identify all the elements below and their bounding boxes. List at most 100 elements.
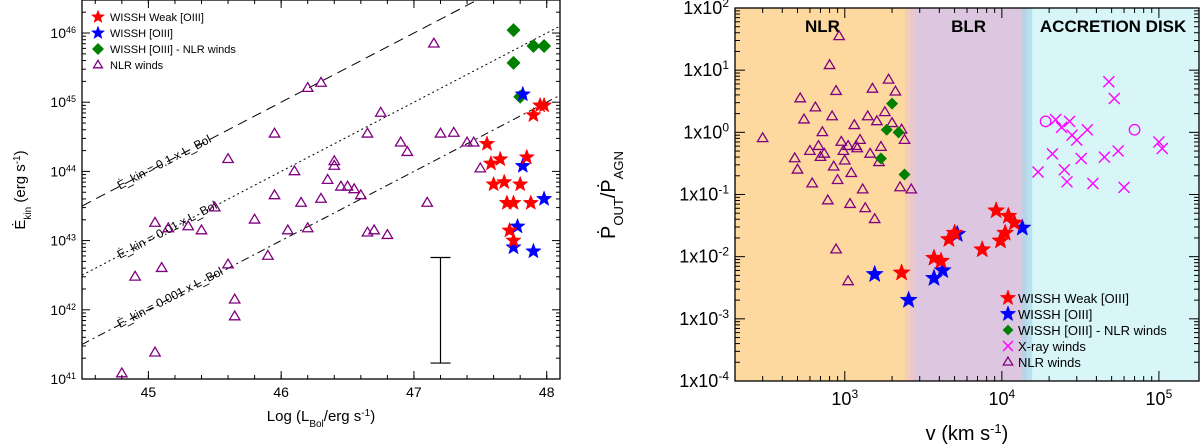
y-tick-label: 1042 <box>50 302 76 318</box>
data-point <box>228 309 242 321</box>
data-point <box>904 182 918 194</box>
data-point <box>288 164 301 176</box>
data-point <box>1063 115 1076 128</box>
data-point <box>756 131 770 143</box>
data-point <box>856 182 870 194</box>
data-point <box>892 263 911 281</box>
x-tick-label: 104 <box>988 387 1015 409</box>
legend-marker <box>92 43 104 55</box>
legend-label: WISSH Weak [OIII] <box>110 12 204 24</box>
data-point <box>327 154 341 166</box>
data-point <box>195 223 208 235</box>
data-point <box>294 196 308 207</box>
data-point <box>1128 123 1141 136</box>
data-point <box>829 84 843 96</box>
data-point <box>505 194 522 210</box>
data-point <box>434 126 447 138</box>
data-point <box>831 173 844 185</box>
data-point <box>514 157 532 173</box>
data-point <box>829 242 843 254</box>
data-point <box>986 200 1006 219</box>
data-point <box>473 161 487 173</box>
data-point <box>874 152 887 165</box>
left-axis-frame <box>81 0 561 380</box>
data-point <box>841 139 855 151</box>
data-point <box>505 231 522 248</box>
data-point <box>522 194 540 210</box>
data-point <box>1112 145 1125 158</box>
data-point <box>1046 147 1059 160</box>
region-boundary <box>904 8 915 381</box>
data-point <box>809 100 822 112</box>
legend-label: WISSH Weak [OIII] <box>1018 291 1129 306</box>
data-point <box>814 150 827 162</box>
data-point <box>1075 152 1088 165</box>
data-point <box>506 55 521 70</box>
data-point <box>870 114 884 126</box>
data-point <box>834 135 848 146</box>
data-point <box>832 29 846 41</box>
data-point <box>850 141 864 153</box>
data-point <box>301 81 315 93</box>
data-point <box>221 152 235 164</box>
data-point <box>228 292 242 304</box>
data-point <box>821 193 835 205</box>
y-tick-label: 1x100 <box>683 120 729 142</box>
data-point <box>1152 135 1165 148</box>
right-chart-panel: NLR BLR ACCRETION DISK 103 104 105 1x10-4 1x10… <box>597 0 1200 446</box>
reference-line-label: Ė_kin = 0.01 x L_Bol <box>115 198 219 261</box>
data-point <box>847 118 861 130</box>
data-point <box>354 188 368 200</box>
data-point <box>506 23 521 38</box>
data-point <box>208 200 222 212</box>
data-point <box>973 239 992 258</box>
data-point <box>460 135 474 147</box>
data-point <box>367 223 381 235</box>
right-legend: WISSH Weak [OIII]WISSH [OIII]WISSH [OIII… <box>999 289 1167 370</box>
data-point <box>823 58 836 70</box>
data-point <box>314 76 328 87</box>
data-point <box>341 179 354 191</box>
data-point <box>427 36 441 48</box>
legend-marker <box>999 289 1017 306</box>
left-x-axis-title: Log (LBol/erg s-1) <box>267 408 375 430</box>
x-tick-label: 48 <box>539 384 555 400</box>
legend-label: WISSH [OIII] - NLR winds <box>1018 323 1167 338</box>
data-point <box>825 109 839 121</box>
right-x-axis-title: v (km s-1) <box>926 421 1009 446</box>
right-axis-ticks: 103 104 105 1x10-4 1x10-3 1x10-2 1x10-1 1x100 1x… <box>679 0 1199 409</box>
data-point <box>485 175 502 192</box>
data-point <box>155 261 169 273</box>
data-point <box>467 135 481 147</box>
data-point <box>841 274 855 286</box>
data-point <box>505 238 522 255</box>
data-point <box>334 179 348 191</box>
data-point <box>148 216 162 227</box>
data-point <box>394 135 408 147</box>
x-tick-label: 105 <box>1146 387 1173 409</box>
data-point <box>1086 177 1099 190</box>
y-tick-label: 1044 <box>50 163 76 179</box>
data-point <box>161 221 175 233</box>
data-point <box>1118 181 1131 194</box>
data-point <box>995 223 1015 241</box>
region-boundary <box>1022 8 1033 381</box>
data-point <box>805 176 819 188</box>
x-tick-label: 103 <box>831 387 858 409</box>
data-point <box>514 85 532 102</box>
data-point <box>791 162 804 174</box>
data-point <box>128 270 142 281</box>
y-tick-label: 1x10-1 <box>679 183 729 205</box>
legend-marker <box>92 59 104 69</box>
region-band <box>909 8 1028 381</box>
data-point <box>788 151 802 163</box>
legend-label: NLR winds <box>1018 355 1081 370</box>
data-point <box>843 197 857 209</box>
data-point <box>526 38 541 53</box>
data-point <box>1005 213 1024 231</box>
data-point <box>221 257 235 269</box>
right-data-marks <box>756 29 1169 308</box>
data-point <box>447 126 461 137</box>
data-point <box>863 147 877 158</box>
legend-label: WISSH [OIII] <box>1018 307 1092 322</box>
